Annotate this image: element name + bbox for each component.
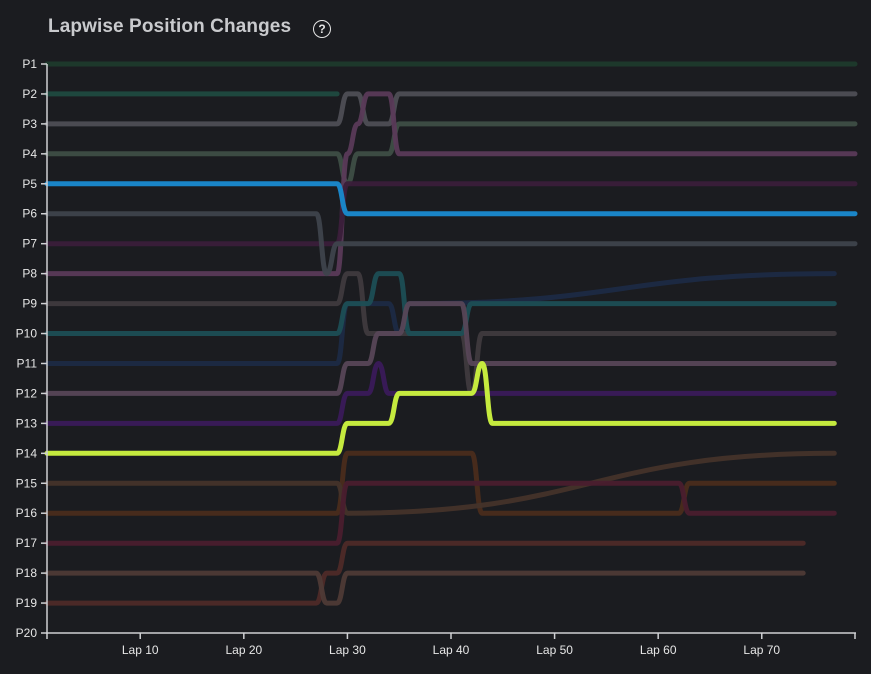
series-line-17[interactable]	[44, 540, 806, 606]
y-tick-label: P14	[16, 446, 38, 460]
series-line-11[interactable]	[44, 301, 837, 396]
y-tick-label: P10	[16, 327, 38, 341]
y-tick-label: P12	[16, 386, 38, 400]
y-tick-label: P19	[16, 596, 38, 610]
y-tick-label: P17	[16, 536, 38, 550]
y-tick-label: P16	[16, 506, 38, 520]
y-axis: P1 P2 P3 P4 P5 P6 P7 P8 P9 P10 P11 P12 P13 P14 P15 P16 P…	[16, 57, 48, 640]
x-tick-label: Lap 20	[225, 643, 262, 657]
y-tick-label: P6	[22, 207, 37, 221]
series-line-8[interactable]	[44, 271, 837, 366]
y-tick-label: P1	[22, 57, 37, 71]
x-tick-label: Lap 10	[122, 643, 159, 657]
series-line-13[interactable]	[44, 361, 837, 456]
x-axis: Lap 10 Lap 20 Lap 30 Lap 40 Lap 50 Lap 60 Lap …	[46, 632, 856, 657]
x-tick-label: Lap 50	[536, 643, 573, 657]
series-line-2[interactable]	[44, 91, 858, 127]
chart-title: Lapwise Position Changes	[48, 16, 292, 37]
help-icon[interactable]: ?	[313, 20, 331, 38]
x-tick-label: Lap 40	[433, 643, 470, 657]
y-tick-label: P2	[22, 87, 37, 101]
series-lines	[44, 61, 858, 606]
series-line-7[interactable]	[44, 211, 858, 277]
series-line-6[interactable]	[44, 181, 858, 217]
y-tick-label: P8	[22, 267, 37, 281]
y-tick-label: P13	[16, 416, 38, 430]
y-tick-label: P20	[16, 626, 38, 640]
series-line-12[interactable]	[44, 361, 837, 426]
series-line-18[interactable]	[44, 570, 806, 606]
y-tick-label: P4	[22, 147, 37, 161]
y-tick-label: P11	[17, 356, 38, 370]
y-tick-label: P5	[22, 177, 37, 191]
series-line-16[interactable]	[44, 480, 837, 546]
x-tick-label: Lap 30	[329, 643, 366, 657]
x-tick-label: Lap 60	[640, 643, 677, 657]
y-tick-label: P7	[22, 237, 37, 251]
y-tick-label: P3	[22, 117, 37, 131]
x-tick-label: Lap 70	[743, 643, 780, 657]
y-tick-label: P9	[22, 297, 37, 311]
y-tick-label: P15	[16, 476, 38, 490]
y-tick-label: P18	[16, 566, 38, 580]
